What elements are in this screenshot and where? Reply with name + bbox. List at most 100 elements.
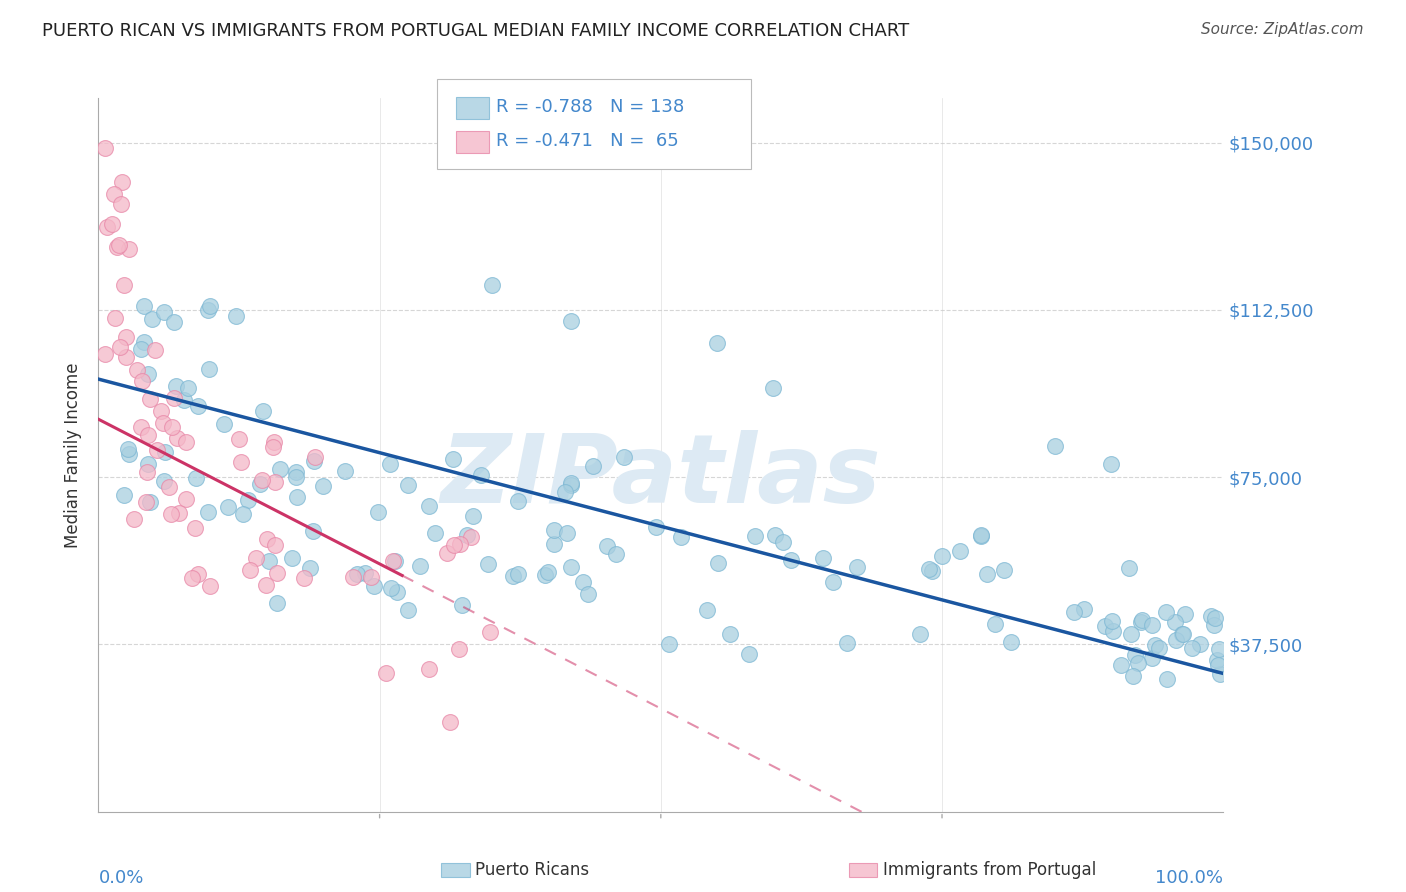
Point — [266, 596, 288, 610]
Point — [1156, 673, 1178, 687]
Point — [582, 458, 605, 473]
Point — [141, 312, 163, 326]
Point — [281, 551, 304, 566]
Point — [254, 578, 277, 592]
Point — [143, 343, 166, 358]
Point — [264, 475, 287, 489]
Text: R = -0.788   N = 138: R = -0.788 N = 138 — [496, 98, 685, 116]
Point — [263, 434, 285, 449]
Point — [163, 315, 186, 329]
Point — [259, 554, 281, 568]
Point — [1123, 648, 1146, 662]
Point — [1118, 561, 1140, 575]
Point — [1154, 605, 1177, 619]
Point — [181, 571, 204, 585]
Point — [232, 507, 254, 521]
Point — [918, 562, 941, 576]
Point — [136, 427, 159, 442]
Point — [993, 563, 1015, 577]
Point — [780, 553, 803, 567]
Point — [449, 536, 471, 550]
Point — [249, 476, 271, 491]
Text: Puerto Ricans: Puerto Ricans — [475, 861, 589, 879]
Point — [1129, 615, 1152, 630]
Point — [104, 310, 127, 325]
Point — [502, 569, 524, 583]
Point — [162, 419, 184, 434]
Point — [696, 603, 718, 617]
Point — [949, 544, 972, 558]
Point — [197, 505, 219, 519]
Point — [131, 342, 153, 356]
Point — [707, 556, 730, 570]
Point — [1164, 633, 1187, 648]
Point — [1209, 667, 1232, 681]
Point — [479, 625, 502, 640]
Point — [346, 566, 368, 581]
Point — [160, 507, 183, 521]
Point — [110, 340, 132, 354]
Point — [470, 467, 492, 482]
Point — [301, 524, 323, 539]
Point — [117, 442, 139, 457]
Point — [1043, 439, 1066, 453]
Point — [555, 526, 578, 541]
Point — [481, 278, 503, 293]
Point — [363, 579, 385, 593]
Point — [311, 478, 333, 492]
Point — [572, 574, 595, 589]
Point — [443, 538, 465, 552]
Point — [1199, 608, 1222, 623]
Point — [644, 520, 666, 534]
Point — [256, 532, 278, 546]
Point — [984, 616, 1007, 631]
Point — [1181, 640, 1204, 655]
Point — [436, 546, 458, 560]
Point — [94, 347, 117, 361]
Point — [96, 219, 118, 234]
Point — [200, 579, 222, 593]
Point — [396, 478, 419, 492]
Point — [384, 553, 406, 567]
Point — [187, 399, 209, 413]
Point — [174, 434, 197, 449]
Point — [167, 506, 190, 520]
Point — [198, 362, 221, 376]
Point — [163, 391, 186, 405]
Point — [176, 382, 198, 396]
Point — [264, 538, 287, 552]
Point — [118, 242, 141, 256]
Point — [239, 563, 262, 577]
Point — [152, 474, 174, 488]
Point — [450, 599, 472, 613]
Y-axis label: Median Family Income: Median Family Income — [65, 362, 83, 548]
Point — [165, 379, 187, 393]
Point — [560, 559, 582, 574]
Point — [613, 450, 636, 465]
Point — [1119, 626, 1142, 640]
Point — [720, 627, 742, 641]
Point — [921, 564, 943, 578]
Point — [543, 523, 565, 537]
Point — [1147, 641, 1170, 656]
Point — [367, 505, 389, 519]
Point — [1174, 607, 1197, 621]
Point — [560, 478, 582, 492]
Point — [456, 527, 478, 541]
Point — [110, 196, 132, 211]
Point — [112, 278, 135, 293]
Point — [112, 487, 135, 501]
Point — [576, 587, 599, 601]
Point — [228, 432, 250, 446]
Point — [1000, 635, 1022, 649]
Point — [762, 381, 785, 395]
Point — [360, 570, 382, 584]
Text: PUERTO RICAN VS IMMIGRANTS FROM PORTUGAL MEDIAN FAMILY INCOME CORRELATION CHART: PUERTO RICAN VS IMMIGRANTS FROM PORTUGAL… — [42, 22, 910, 40]
Point — [1122, 669, 1144, 683]
Point — [1073, 602, 1095, 616]
Point — [173, 392, 195, 407]
Point — [187, 566, 209, 581]
Point — [508, 494, 530, 508]
Point — [658, 637, 681, 651]
Point — [136, 367, 159, 381]
